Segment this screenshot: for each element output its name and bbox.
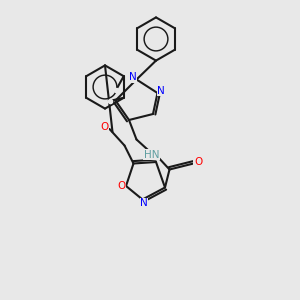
Text: N: N — [157, 86, 165, 96]
Text: N: N — [140, 198, 148, 208]
Text: O: O — [117, 181, 126, 191]
Text: O: O — [194, 157, 202, 167]
Text: N: N — [129, 72, 137, 82]
Text: O: O — [100, 122, 108, 132]
Text: HN: HN — [144, 149, 159, 160]
